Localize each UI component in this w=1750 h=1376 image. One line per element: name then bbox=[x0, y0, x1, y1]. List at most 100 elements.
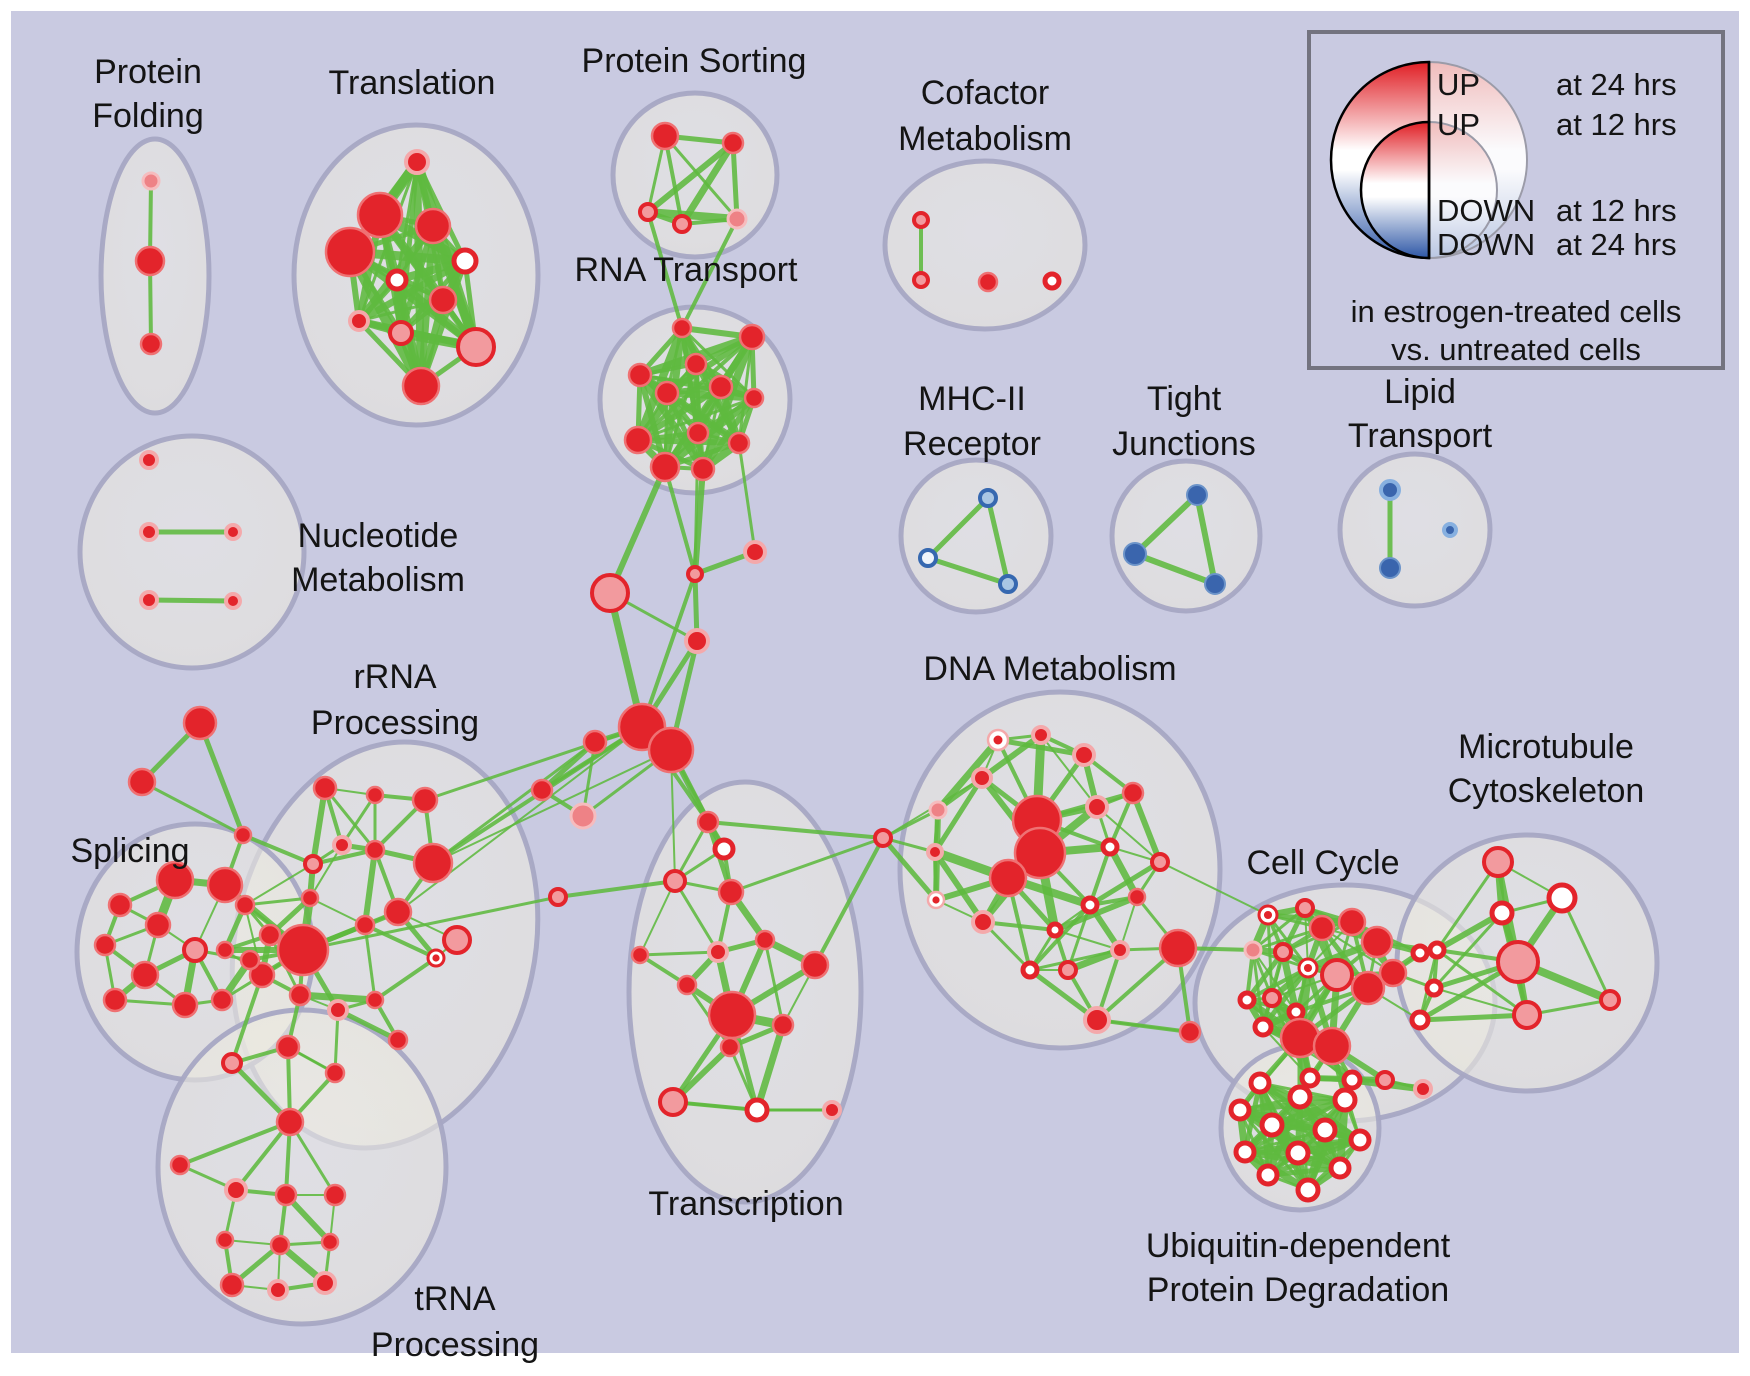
cluster-bubble-tight-junctions bbox=[1109, 458, 1263, 614]
network-node-rna-transport-1 bbox=[738, 323, 766, 351]
network-node-transcription-13 bbox=[822, 1100, 842, 1120]
network-node-mhc-ii-receptor-1 bbox=[918, 548, 938, 568]
network-node-protein-folding-0 bbox=[141, 171, 161, 191]
network-node-dna-metabolism-20 bbox=[1020, 960, 1040, 980]
network-node-ubiquitin-degradation-3 bbox=[1228, 1098, 1252, 1122]
network-edge bbox=[1435, 948, 1529, 1017]
network-node-splicing-7 bbox=[93, 933, 117, 957]
network-node-microtubule-cytoskeleton-5 bbox=[1424, 978, 1444, 998]
network-node-microtubule-cytoskeleton-2 bbox=[1489, 900, 1515, 926]
network-edge bbox=[813, 836, 885, 967]
network-node-mhc-ii-receptor-2 bbox=[998, 574, 1018, 594]
network-node-translation-1 bbox=[356, 191, 404, 239]
network-edge bbox=[234, 1120, 292, 1192]
cluster-label-nucleotide-metabolism: Metabolism bbox=[291, 561, 465, 599]
cluster-labels-layer: Protein Folding Translation Protein Sorting… bbox=[70, 42, 1644, 1364]
network-node-cell-cycle-10 bbox=[1350, 970, 1386, 1006]
network-node-cell-cycle-12 bbox=[1237, 990, 1257, 1010]
network-edge bbox=[700, 395, 757, 472]
network-node-ubiquitin-degradation-7 bbox=[1233, 1140, 1257, 1164]
cluster-label-cofactor-metabolism: Cofactor bbox=[921, 74, 1050, 112]
network-node-dna-metabolism-2 bbox=[1072, 743, 1096, 767]
cluster-label-splicing: Splicing bbox=[70, 832, 189, 870]
network-edge bbox=[432, 749, 672, 864]
legend-circle-inner-right bbox=[1428, 120, 1498, 260]
network-node-connectors-0 bbox=[743, 540, 767, 564]
network-edge bbox=[1132, 551, 1218, 587]
network-node-rrna-processing-7 bbox=[412, 842, 454, 884]
network-node-microtubule-cytoskeleton-7 bbox=[1599, 989, 1621, 1011]
network-edge bbox=[646, 210, 684, 330]
network-node-transcription-3 bbox=[717, 878, 745, 906]
network-node-ubiquitin-degradation-4 bbox=[1259, 1112, 1285, 1138]
cluster-label-tight-junctions: Tight bbox=[1147, 380, 1222, 418]
network-edge bbox=[310, 785, 328, 867]
cluster-label-rna-transport: RNA Transport bbox=[575, 251, 799, 289]
network-edge bbox=[140, 780, 245, 837]
network-node-splicing-13 bbox=[239, 949, 261, 971]
network-node-nucleotide-metabolism-2 bbox=[224, 523, 242, 541]
network-node-dna-metabolism-23 bbox=[1178, 1020, 1202, 1044]
network-edge bbox=[985, 495, 1011, 587]
network-node-ubiquitin-degradation-5 bbox=[1312, 1117, 1338, 1143]
cluster-label-lipid-transport: Lipid bbox=[1384, 373, 1456, 411]
network-node-core-cell-cycle-1 bbox=[1263, 910, 1273, 920]
network-node-dna-metabolism-9 bbox=[988, 858, 1028, 898]
network-edge bbox=[1560, 896, 1612, 1002]
network-node-rna-transport-10 bbox=[649, 451, 681, 483]
legend: UP at 24 hrs UP at 12 hrs DOWN at 12 hrs DOWN a… bbox=[1307, 30, 1725, 370]
network-node-lipid-transport-0 bbox=[1379, 479, 1401, 501]
network-node-splicing-0 bbox=[182, 705, 218, 741]
legend-circle-inner-left bbox=[1359, 120, 1431, 260]
network-node-rrna-processing-19 bbox=[365, 990, 385, 1010]
network-node-rrna-processing-14 bbox=[258, 923, 282, 947]
network-node-connectors-8 bbox=[569, 802, 597, 830]
cluster-label-trna-processing: Processing bbox=[371, 1326, 539, 1364]
network-edge bbox=[706, 820, 885, 840]
network-node-connectors-7 bbox=[530, 778, 554, 802]
network-node-tight-junctions-0 bbox=[1186, 484, 1208, 506]
network-node-nucleotide-metabolism-4 bbox=[224, 592, 242, 610]
network-edge bbox=[635, 384, 724, 443]
network-edge bbox=[763, 938, 785, 1027]
network-node-translation-4 bbox=[451, 247, 479, 275]
network-node-trna-processing-0 bbox=[221, 1052, 243, 1074]
network-node-splicing-6 bbox=[144, 911, 172, 939]
network-edge bbox=[693, 431, 700, 576]
cluster-label-protein-sorting: Protein Sorting bbox=[582, 42, 807, 80]
network-node-transcription-5 bbox=[707, 941, 729, 963]
cluster-label-ubiquitin-degradation: Protein Degradation bbox=[1147, 1271, 1449, 1309]
network-node-transcription-12 bbox=[744, 1097, 770, 1123]
network-node-protein-sorting-2 bbox=[638, 202, 658, 222]
network-node-translation-8 bbox=[388, 320, 414, 346]
network-node-translation-6 bbox=[428, 285, 458, 315]
network-node-transcription-2 bbox=[663, 869, 687, 893]
network-node-transcription-1 bbox=[712, 837, 736, 861]
network-node-connectors-2 bbox=[590, 573, 630, 613]
network-edge bbox=[661, 394, 758, 471]
network-edge bbox=[243, 896, 312, 907]
network-edge bbox=[635, 437, 742, 446]
network-node-core-dna-metabolism-0 bbox=[993, 735, 1003, 745]
network-node-translation-3 bbox=[324, 226, 376, 278]
cluster-bubble-lipid-transport bbox=[1337, 451, 1493, 609]
network-edge bbox=[1130, 790, 1163, 865]
network-node-cell-cycle-20 bbox=[1341, 1069, 1363, 1091]
network-node-protein-folding-2 bbox=[139, 332, 163, 356]
network-edge bbox=[729, 836, 885, 894]
legend-time-label: at 24 hrs bbox=[1556, 67, 1677, 102]
cluster-label-trna-processing: tRNA bbox=[414, 1280, 496, 1318]
network-node-microtubule-cytoskeleton-1 bbox=[1546, 882, 1578, 914]
network-node-cell-cycle-15 bbox=[1252, 1016, 1274, 1038]
legend-time-label: at 12 hrs bbox=[1556, 193, 1677, 228]
network-node-trna-processing-9 bbox=[269, 1234, 291, 1256]
network-node-rna-transport-6 bbox=[743, 387, 765, 409]
network-node-transcription-11 bbox=[658, 1087, 688, 1117]
network-edge bbox=[1433, 987, 1528, 1016]
network-node-trna-processing-2 bbox=[324, 1062, 346, 1084]
network-edge bbox=[1088, 845, 1112, 907]
network-node-rrna-processing-6 bbox=[300, 888, 320, 908]
network-edge bbox=[680, 217, 739, 330]
network-edge bbox=[880, 835, 939, 903]
network-node-cell-cycle-18 bbox=[1312, 1026, 1352, 1066]
